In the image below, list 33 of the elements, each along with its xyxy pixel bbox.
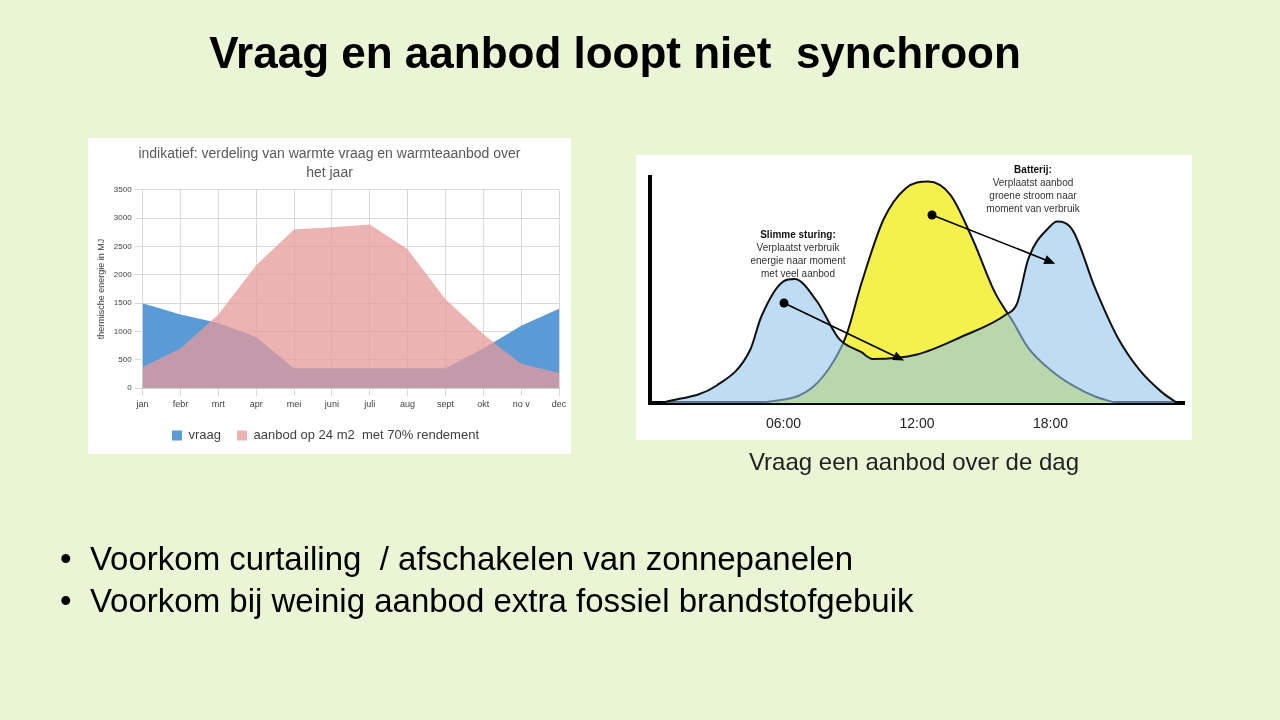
annotation: Batterij: Verplaatst aanbod groene stroom naar moment van verbruik — [985, 163, 1081, 215]
y-tick-label: 3000 — [113, 213, 133, 223]
y-tick-label: 1000 — [113, 326, 133, 336]
y-tick-label: 2500 — [113, 241, 133, 251]
legend-label: aanbod op 24 m2 met 70% rendement — [253, 427, 480, 443]
x-tick-label: dec — [551, 399, 567, 410]
x-tick-label: 06:00 — [765, 415, 802, 432]
y-axis-title: thermische energie in MJ — [95, 238, 106, 340]
y-tick-label: 2000 — [113, 270, 133, 280]
x-tick-label: jan — [135, 399, 149, 410]
legend-label: vraag — [188, 427, 222, 443]
text: Vraag en aanbod loopt niet synchroon — [208, 28, 1022, 78]
x-tick-label: okt — [477, 399, 490, 410]
y-tick-label: 500 — [118, 355, 133, 365]
x-tick-label: apr — [249, 399, 263, 410]
x-tick-label: febr — [172, 399, 189, 410]
x-tick-label: mei — [286, 399, 302, 410]
x-tick-label: 12:00 — [899, 415, 935, 432]
x-tick-label: juli — [363, 399, 376, 410]
x-tick-label: aug — [400, 399, 416, 410]
y-tick-label: 1500 — [113, 298, 133, 308]
x-tick-label: 18:00 — [1032, 415, 1069, 432]
annotation: Slimme sturing: Verplaatst verbruik energie naar moment met veel aanbod — [749, 228, 847, 280]
text: • Voorkom curtailing / afschakelen van zonnepanelen — [60, 540, 855, 578]
x-tick-label: sept — [436, 399, 455, 410]
x-tick-label: juni — [323, 399, 339, 410]
y-tick-label: 0 — [127, 383, 133, 393]
y-tick-label: 3500 — [113, 185, 133, 194]
text: • Voorkom bij weinig aanbod extra fossiel brandstofgebuik — [60, 582, 914, 620]
chart-title: indikatief: verdeling van warmte vraag en warmteaanbod over het jaar — [137, 144, 522, 182]
text: Vraag een aanbod over de dag — [747, 448, 1080, 476]
x-tick-label: no v — [512, 399, 531, 410]
x-tick-label: mrt — [211, 399, 226, 410]
